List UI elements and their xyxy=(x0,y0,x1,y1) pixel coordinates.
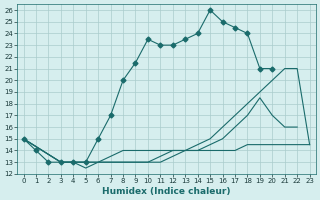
X-axis label: Humidex (Indice chaleur): Humidex (Indice chaleur) xyxy=(102,187,231,196)
